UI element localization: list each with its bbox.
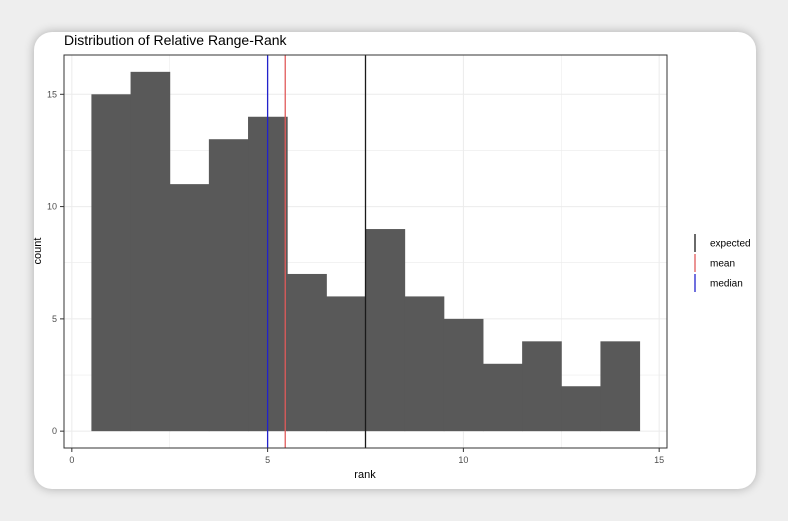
histogram-bar	[326, 296, 366, 432]
chart-title: Distribution of Relative Range-Rank	[64, 32, 288, 48]
x-axis-ticks: 0 5 10 15	[69, 448, 664, 465]
median-legend-label: median	[710, 279, 743, 290]
panel-border	[63, 54, 668, 449]
y-tick-label: 10	[47, 202, 57, 212]
histogram-bar	[91, 94, 132, 432]
histogram-bar	[365, 229, 406, 432]
x-axis-label: rank	[354, 469, 376, 481]
histogram-bar	[208, 139, 249, 432]
y-tick-label: 15	[47, 89, 57, 99]
reference-lines	[266, 55, 367, 448]
histogram-bar	[561, 386, 601, 432]
histogram-bar	[169, 184, 210, 432]
mean-legend-label: mean	[710, 259, 735, 270]
x-tick-label: 15	[654, 455, 664, 465]
histogram-bar	[482, 363, 523, 432]
x-tick-label: 0	[69, 455, 74, 465]
bars-group	[91, 71, 641, 432]
legend: expected mean median	[694, 234, 751, 292]
histogram-bar	[522, 341, 562, 432]
y-tick-label: 5	[52, 314, 57, 324]
expected-legend-label: expected	[710, 239, 751, 250]
y-axis-label: count	[32, 238, 44, 265]
y-axis-ticks: 0 5 10 15	[47, 89, 64, 436]
histogram-bar	[287, 273, 327, 432]
histogram-bar	[404, 296, 445, 432]
y-tick-label: 0	[52, 426, 57, 436]
x-tick-label: 10	[458, 455, 468, 465]
histogram-bar	[600, 341, 641, 432]
histogram-bar	[130, 71, 171, 432]
histogram-bar	[443, 318, 484, 432]
x-tick-label: 5	[265, 455, 270, 465]
